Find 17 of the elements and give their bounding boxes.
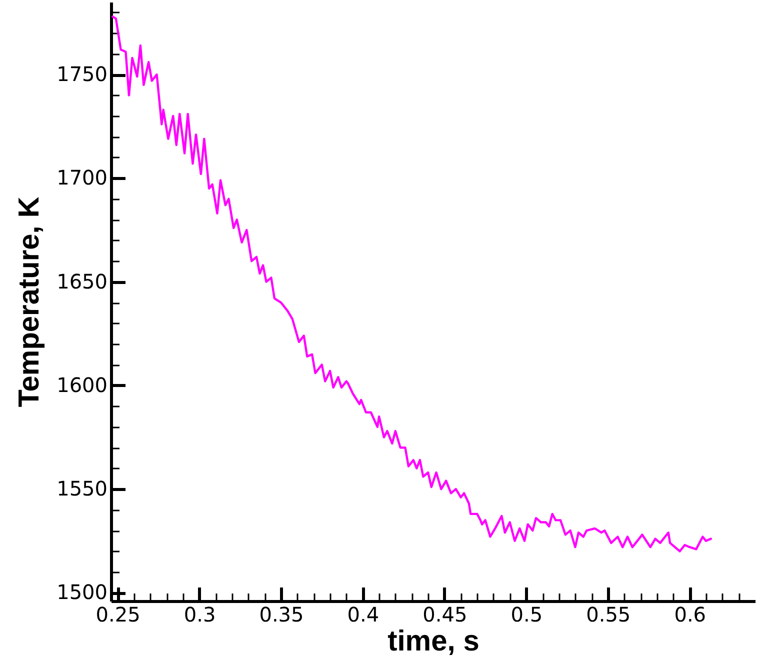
x-tick-label: 0.25 — [96, 602, 140, 626]
y-tick-label: 1750 — [56, 62, 108, 86]
x-tick-label: 0.35 — [259, 602, 304, 626]
y-tick-label: 1500 — [56, 580, 108, 604]
x-tick-label: 0.4 — [347, 602, 380, 626]
line-series — [112, 15, 712, 552]
y-tick-label: 1600 — [56, 372, 108, 397]
y-tick-label: 1650 — [56, 269, 108, 294]
y-axis-title: Temperature, K — [14, 196, 46, 408]
x-tick-label: 0.6 — [674, 602, 706, 626]
x-tick-label: 0.3 — [184, 602, 216, 626]
x-tick-label: 0.45 — [422, 602, 468, 626]
x-axis-title: time, s — [388, 626, 480, 658]
y-tick-label: 1700 — [56, 166, 108, 190]
x-tick-label: 0.55 — [586, 602, 631, 626]
y-tick-label: 1550 — [56, 476, 108, 501]
x-tick-label: 0.5 — [510, 602, 543, 626]
